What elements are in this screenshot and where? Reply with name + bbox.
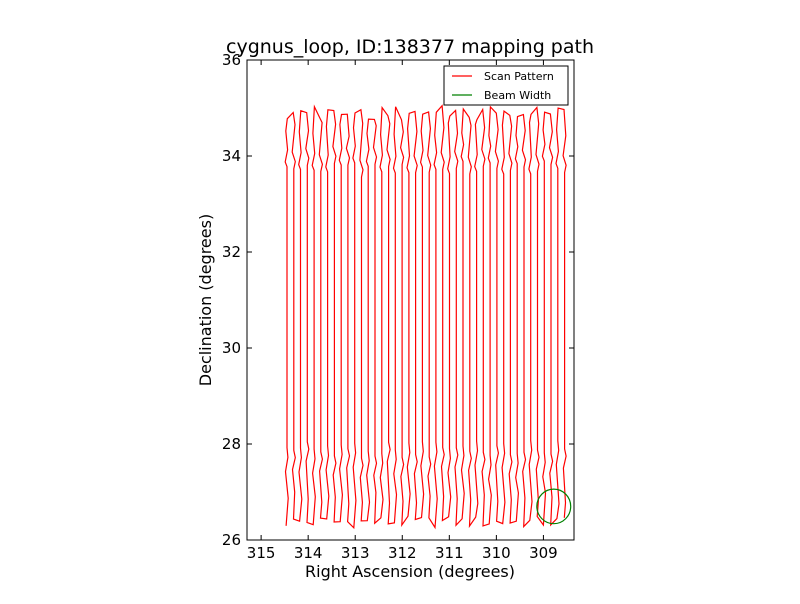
x-tick-label: 315: [247, 544, 276, 562]
plot-frame: [246, 59, 575, 541]
x-axis-label: Right Ascension (degrees): [305, 562, 515, 581]
y-axis-label: Declination (degrees): [196, 214, 215, 386]
x-tick-label: 311: [435, 544, 464, 562]
scan-pattern-path: [284, 104, 567, 530]
y-tick-label: 26: [222, 531, 241, 549]
y-tick-label: 28: [222, 435, 241, 453]
legend: Scan Pattern Beam Width: [443, 65, 569, 106]
y-tick-label: 30: [222, 339, 241, 357]
y-tick-label: 32: [222, 243, 241, 261]
legend-label-scan-pattern: Scan Pattern: [484, 70, 554, 83]
x-tick-label: 314: [294, 544, 323, 562]
y-tick-label: 36: [222, 51, 241, 69]
legend-box: [443, 65, 569, 106]
y-tick-label: 34: [222, 147, 241, 165]
ticks-layer: 315 314 313 312 311 310 309 26 28 30 32 34 36: [222, 51, 574, 562]
x-tick-label: 312: [388, 544, 417, 562]
legend-label-beam-width: Beam Width: [484, 89, 551, 102]
x-tick-label: 313: [341, 544, 370, 562]
x-tick-label: 309: [529, 544, 558, 562]
x-tick-label: 310: [482, 544, 511, 562]
beam-width-circle: [536, 488, 572, 525]
data-layer: [284, 104, 572, 530]
chart-title: cygnus_loop, ID:138377 mapping path: [226, 36, 594, 58]
